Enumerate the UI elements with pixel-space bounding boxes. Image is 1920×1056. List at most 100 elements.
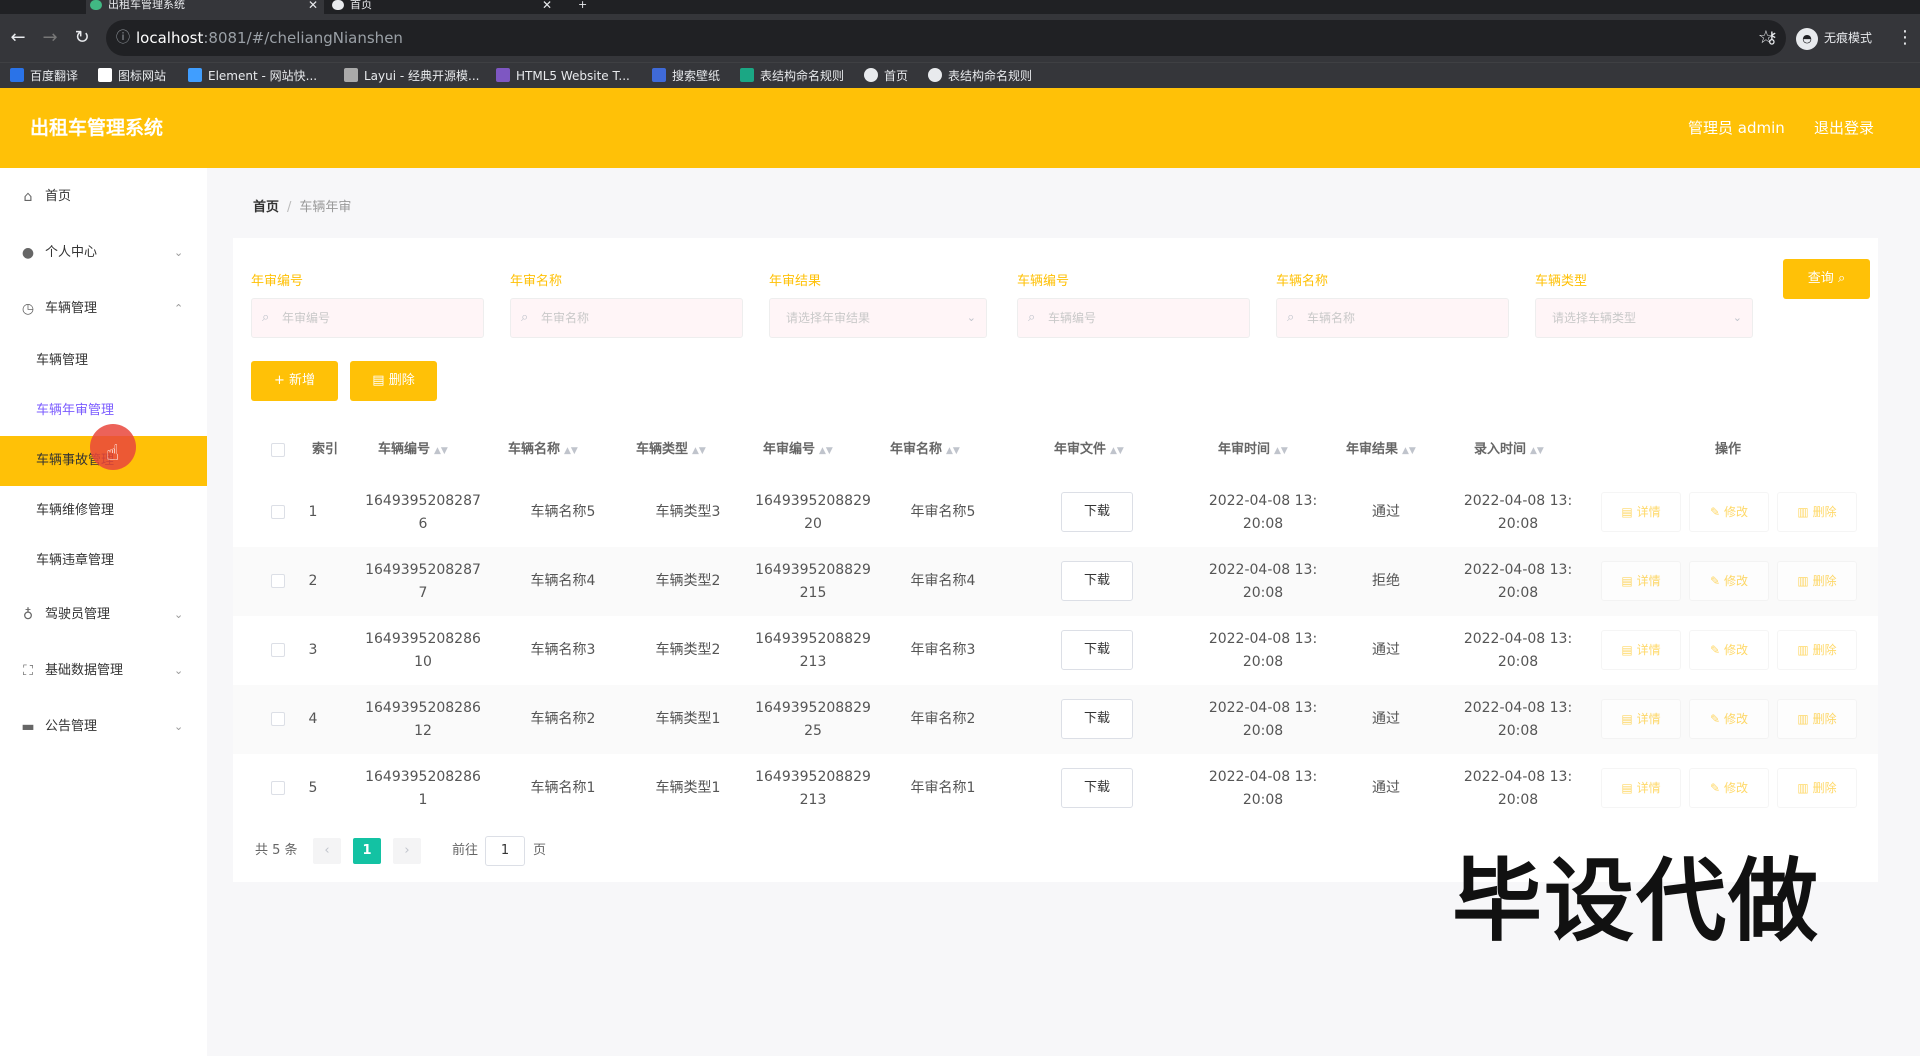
forward-arrow-icon[interactable]: →	[42, 27, 58, 48]
col-vehicle-type[interactable]: 车辆类型 ▲▼	[636, 442, 706, 457]
browser-tab[interactable]: 首页 ✕	[328, 0, 558, 14]
vehicle-name-input[interactable]: ⌕ 车辆名称	[1276, 298, 1509, 338]
batch-delete-button[interactable]: ▤ 删除	[350, 361, 437, 401]
query-button[interactable]: 查询 ⌕	[1783, 259, 1870, 299]
delete-button[interactable]: ▥ 删除	[1777, 768, 1857, 808]
download-button[interactable]: 下载	[1061, 492, 1133, 532]
cell-vehicle-name: 车辆名称5	[530, 504, 596, 520]
row-checkbox[interactable]	[271, 712, 285, 726]
vehicle-no-input[interactable]: ⌕ 车辆编号	[1017, 298, 1250, 338]
detail-button[interactable]: ▤ 详情	[1601, 699, 1681, 739]
cell-audit-no: 1649395208829 213	[755, 630, 871, 670]
cell-vehicle-name: 车辆名称3	[530, 642, 596, 658]
sidebar-item-base-data[interactable]: ⛶ 基础数据管理 ⌄	[0, 646, 207, 696]
col-audit-no[interactable]: 年审编号 ▲▼	[763, 442, 833, 457]
detail-button[interactable]: ▤ 详情	[1601, 768, 1681, 808]
reload-icon[interactable]: ↻	[74, 27, 90, 48]
edit-button[interactable]: ✎ 修改	[1689, 768, 1769, 808]
tab-close-icon[interactable]: ✕	[541, 0, 552, 12]
next-page-button[interactable]: ›	[393, 838, 421, 864]
bookmark-item[interactable]: 百度翻译	[10, 63, 78, 89]
bookmark-item[interactable]: 首页	[864, 63, 908, 89]
detail-button[interactable]: ▤ 详情	[1601, 561, 1681, 601]
edit-button[interactable]: ✎ 修改	[1689, 630, 1769, 670]
delete-button[interactable]: ▥ 删除	[1777, 699, 1857, 739]
col-entry-time[interactable]: 录入时间 ▲▼	[1474, 442, 1544, 457]
col-audit-file[interactable]: 年审文件 ▲▼	[1054, 442, 1124, 457]
cell-index: 4	[308, 711, 318, 727]
row-checkbox[interactable]	[271, 781, 285, 795]
sidebar-item-drivers[interactable]: ♁ 驾驶员管理 ⌄	[0, 590, 207, 640]
sort-icon[interactable]: ▲▼	[1110, 446, 1124, 456]
sidebar-item-profile[interactable]: ● 个人中心 ⌄	[0, 228, 207, 278]
row-checkbox[interactable]	[271, 574, 285, 588]
edit-button[interactable]: ✎ 修改	[1689, 699, 1769, 739]
logout-link[interactable]: 退出登录	[1814, 119, 1875, 137]
key-icon[interactable]: ⚷	[1766, 28, 1778, 47]
bookmark-item[interactable]: HTML5 Website T...	[496, 63, 630, 89]
download-button[interactable]: 下载	[1061, 561, 1133, 601]
sidebar-item-notices[interactable]: ▬ 公告管理 ⌄	[0, 702, 207, 752]
vehicle-type-select[interactable]: 请选择车辆类型 ⌄	[1535, 298, 1753, 338]
add-button[interactable]: + 新增	[251, 361, 338, 401]
bookmark-item[interactable]: 图标网站	[98, 63, 166, 89]
row-checkbox[interactable]	[271, 643, 285, 657]
edit-icon: ✎	[1709, 574, 1721, 588]
tab-close-icon[interactable]: ✕	[307, 0, 318, 12]
sort-icon[interactable]: ▲▼	[819, 446, 833, 456]
sort-icon[interactable]: ▲▼	[1530, 446, 1544, 456]
sort-icon[interactable]: ▲▼	[946, 446, 960, 456]
sort-icon[interactable]: ▲▼	[434, 446, 448, 456]
site-info-icon[interactable]: ⓘ	[116, 30, 130, 46]
edit-button[interactable]: ✎ 修改	[1689, 561, 1769, 601]
download-button[interactable]: 下载	[1061, 630, 1133, 670]
new-tab-button[interactable]: +	[578, 0, 588, 11]
detail-button[interactable]: ▤ 详情	[1601, 630, 1681, 670]
bookmark-item[interactable]: 表结构命名规则	[740, 63, 844, 89]
cell-audit-time: 2022-04-08 13: 20:08	[1208, 630, 1318, 670]
goto-page-input[interactable]: 1	[485, 836, 525, 866]
delete-button[interactable]: ▥ 删除	[1777, 492, 1857, 532]
sidebar-item-home[interactable]: ⌂ 首页	[0, 172, 207, 222]
bookmark-item[interactable]: 表结构命名规则	[928, 63, 1032, 89]
bookmark-star-icon[interactable]: ☆	[1757, 27, 1774, 48]
sort-icon[interactable]: ▲▼	[564, 446, 578, 456]
sidebar-subitem-violation[interactable]: 车辆违章管理	[36, 553, 115, 568]
bookmark-item[interactable]: Element - 网站快...	[188, 63, 317, 89]
edit-button[interactable]: ✎ 修改	[1689, 492, 1769, 532]
download-button[interactable]: 下载	[1061, 699, 1133, 739]
audit-name-input[interactable]: ⌕ 年审名称	[510, 298, 743, 338]
delete-button[interactable]: ▥ 删除	[1777, 630, 1857, 670]
audit-result-select[interactable]: 请选择年审结果 ⌄	[769, 298, 987, 338]
browser-menu-icon[interactable]: ⋮	[1896, 27, 1914, 48]
sidebar-item-vehicle[interactable]: ◷ 车辆管理 ⌃	[0, 284, 207, 334]
back-arrow-icon[interactable]: ←	[10, 27, 26, 48]
sidebar-subitem-repair[interactable]: 车辆维修管理	[36, 503, 115, 518]
sort-icon[interactable]: ▲▼	[692, 446, 706, 456]
sort-icon[interactable]: ▲▼	[1274, 446, 1288, 456]
detail-button[interactable]: ▤ 详情	[1601, 492, 1681, 532]
bookmark-item[interactable]: Layui - 经典开源模...	[344, 63, 479, 89]
audit-no-input[interactable]: ⌕ 年审编号	[251, 298, 484, 338]
url-field[interactable]: ⓘ localhost:8081/#/cheliangNianshen ☆	[106, 20, 1786, 56]
sidebar-subitem-annual-review[interactable]: 车辆年审管理	[36, 403, 115, 418]
sidebar-subitem-vehicle[interactable]: 车辆管理	[36, 353, 89, 368]
col-vehicle-name[interactable]: 车辆名称 ▲▼	[508, 442, 578, 457]
cell-audit-result: 拒绝	[1372, 573, 1400, 589]
delete-button[interactable]: ▥ 删除	[1777, 561, 1857, 601]
row-checkbox[interactable]	[271, 505, 285, 519]
download-button[interactable]: 下载	[1061, 768, 1133, 808]
page-number[interactable]: 1	[353, 838, 381, 864]
col-vehicle-no[interactable]: 车辆编号 ▲▼	[378, 442, 448, 457]
col-audit-name[interactable]: 年审名称 ▲▼	[890, 442, 960, 457]
browser-tab-active[interactable]: 出租车管理系统 ✕	[86, 0, 324, 14]
sort-icon[interactable]: ▲▼	[1402, 446, 1416, 456]
prev-page-button[interactable]: ‹	[313, 838, 341, 864]
col-audit-result[interactable]: 年审结果 ▲▼	[1346, 442, 1416, 457]
select-all-checkbox[interactable]	[271, 443, 285, 457]
incognito-indicator[interactable]: ◓ 无痕模式	[1796, 26, 1872, 50]
cell-entry-time: 2022-04-08 13: 20:08	[1463, 699, 1573, 739]
col-audit-time[interactable]: 年审时间 ▲▼	[1218, 442, 1288, 457]
bookmark-item[interactable]: 搜索壁纸	[652, 63, 720, 89]
breadcrumb-home[interactable]: 首页	[253, 200, 280, 215]
